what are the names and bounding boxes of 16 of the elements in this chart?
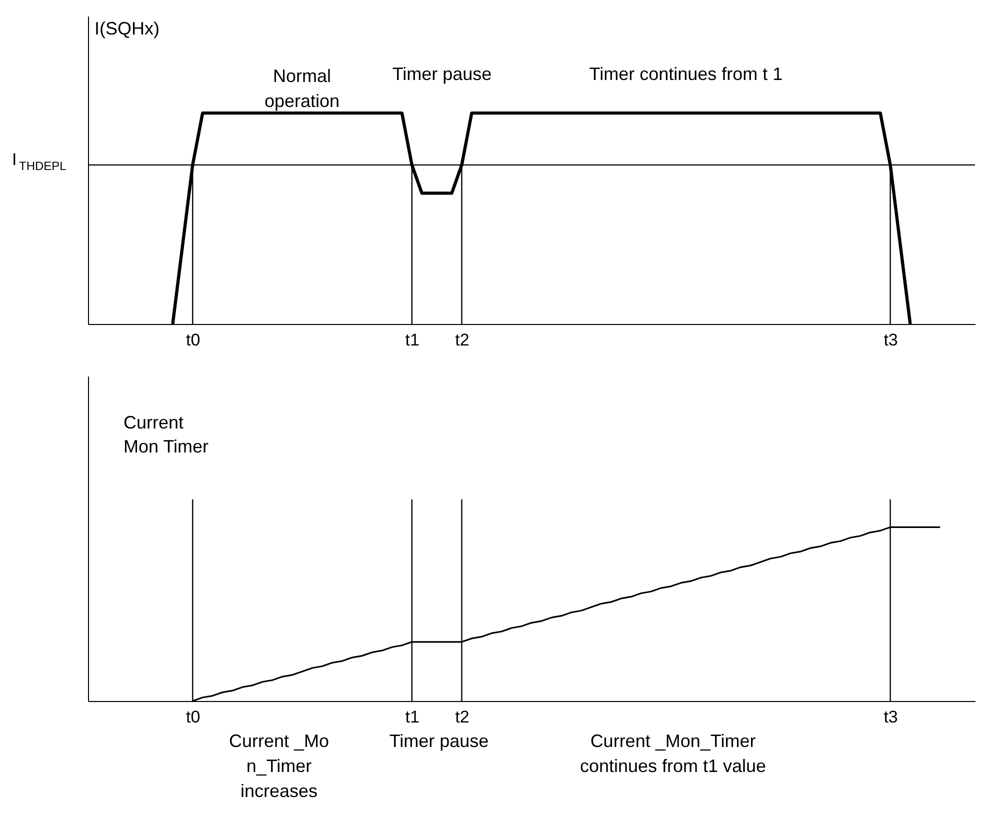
y-axis-title: Current Mon Timer [124, 412, 209, 456]
x-tick-label: t0 [186, 708, 200, 726]
text: Normal operation [264, 66, 340, 111]
text: Timer pause [392, 64, 492, 84]
x-tick-label: t2 [455, 330, 470, 350]
text: Timer continues from t 1 [589, 64, 783, 84]
x-tick-label: t1 [405, 708, 420, 726]
y-axis-title: I(SQHx) [94, 18, 160, 38]
x-tick-label: t1 [405, 330, 420, 350]
x-tick-label: t3 [884, 708, 898, 726]
text: Current _Mon_Timer continues from t1 value [580, 731, 766, 776]
x-tick-label: t3 [884, 330, 898, 350]
x-tick-label: t2 [455, 708, 470, 726]
text: Timer pause [389, 731, 489, 751]
x-tick-label: t0 [186, 330, 200, 350]
text: Current _Mo n_Timer increases [228, 731, 330, 801]
